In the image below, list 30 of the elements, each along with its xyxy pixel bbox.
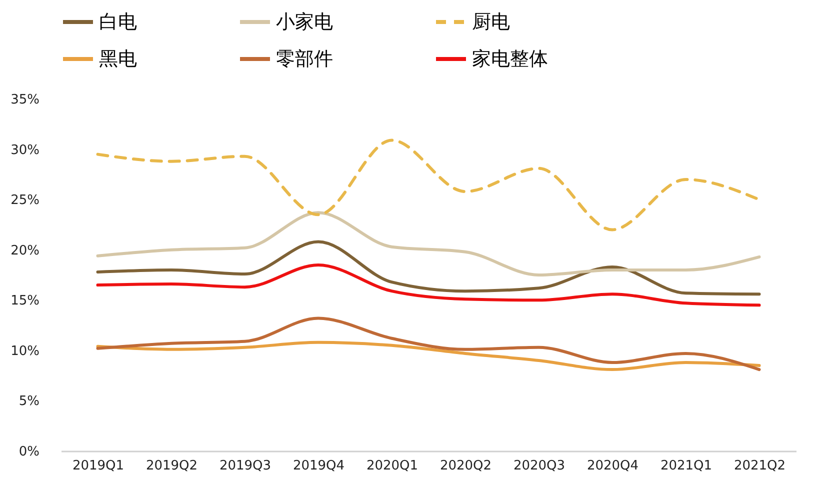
legend-label: 白电 [99, 11, 137, 33]
x-tick-label: 2020Q2 [440, 458, 492, 474]
line-series [96, 316, 761, 372]
y-tick-label: 25% [10, 193, 40, 208]
x-tick-label: 2021Q2 [734, 458, 786, 474]
line-series [96, 263, 761, 307]
y-tick-label: 10% [10, 344, 40, 359]
x-tick-label: 2020Q3 [513, 458, 566, 474]
legend-label: 黑电 [99, 48, 137, 70]
legend-label: 厨电 [472, 11, 510, 33]
line-series [96, 240, 761, 296]
x-tick-label: 2019Q3 [219, 458, 272, 474]
y-tick-label: 20% [10, 243, 40, 258]
legend-label: 小家电 [276, 11, 333, 33]
line-series [96, 340, 761, 372]
y-tick-label: 5% [18, 394, 40, 410]
x-tick-label: 2019Q2 [146, 458, 198, 474]
y-tick-label: 0% [18, 444, 40, 460]
y-tick-label: 30% [10, 142, 40, 158]
line-series [96, 138, 761, 232]
x-tick-label: 2019Q4 [292, 458, 345, 474]
line-series [96, 211, 761, 276]
x-tick-label: 2020Q1 [366, 458, 418, 474]
x-tick-label: 2021Q1 [660, 458, 712, 474]
x-tick-label: 2020Q4 [586, 458, 639, 474]
y-tick-label: 15% [10, 294, 40, 309]
legend-label: 零部件 [276, 48, 333, 70]
legend-label: 家电整体 [472, 48, 548, 70]
y-tick-label: 35% [10, 92, 40, 108]
x-tick-label: 2019Q1 [72, 458, 124, 474]
